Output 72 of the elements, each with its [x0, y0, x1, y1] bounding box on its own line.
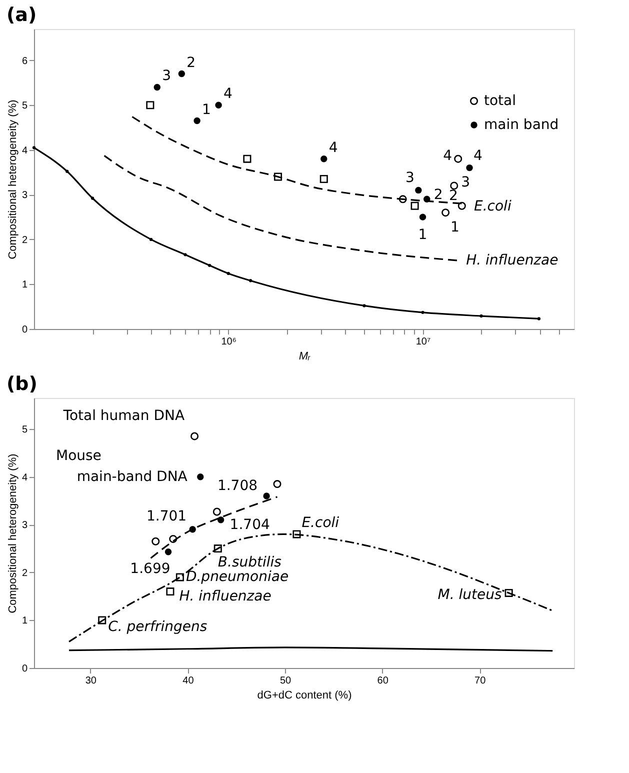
annotation: C. perfringens: [108, 619, 208, 636]
annotation: 2: [434, 187, 443, 204]
x-tick-label: 50: [280, 676, 292, 686]
annotation: 3: [405, 170, 414, 186]
annotation: 1.704: [230, 516, 270, 533]
x-tick-label: 30: [85, 676, 97, 686]
y-tick-label: 4: [22, 472, 28, 484]
annotation: 4: [328, 140, 338, 156]
y-tick-label: 2: [22, 234, 28, 246]
annotation: 4: [474, 148, 483, 164]
point: [197, 474, 204, 480]
annotation: Mouse: [56, 448, 102, 464]
x-tick-label: 60: [377, 676, 389, 686]
point: [292, 530, 301, 538]
y-tick-label: 0: [22, 664, 28, 674]
x-tick-label: 70: [474, 676, 486, 686]
x-tick-label: 40: [182, 676, 194, 686]
annotation: 3: [162, 68, 172, 84]
x-tick-label: 10⁶: [221, 336, 236, 348]
x-axis-title: dG+dC content (%): [257, 690, 352, 702]
point: [98, 616, 106, 624]
y-axis-title: Compositional heterogeneity (%): [6, 454, 19, 614]
annotation: M. luteus: [438, 586, 502, 603]
annotation: 1.708: [217, 478, 258, 494]
point: [190, 432, 199, 440]
point: [152, 537, 160, 546]
annotation: 2: [448, 188, 458, 204]
chart-title: (a): [6, 4, 37, 26]
point: [263, 492, 270, 500]
y-tick-label: 3: [22, 520, 28, 532]
y-tick-label: 1: [22, 280, 28, 291]
y-axis-title: Compositional heterogeneity (%): [6, 100, 19, 260]
annotation: D.pneumoniae: [186, 569, 289, 586]
annotation: 1: [202, 102, 211, 118]
point: [212, 508, 221, 516]
point: [164, 548, 172, 556]
chart-title: (b): [6, 373, 38, 395]
legend-label: main band: [484, 117, 559, 133]
annotation: Total human DNA: [62, 408, 185, 424]
annotation: 4: [224, 86, 233, 102]
y-tick-label: 2: [22, 568, 28, 579]
annotation: 2: [186, 54, 196, 71]
y-tick-label: 0: [22, 324, 28, 336]
y-tick-label: 6: [22, 56, 28, 67]
point: [169, 534, 178, 543]
annotation: H. influenzae: [466, 252, 558, 268]
annotation: 4: [443, 148, 452, 164]
annotation: main-band DNA: [76, 468, 188, 485]
annotation: 1: [450, 220, 460, 236]
x-axis-title: Mᵣ: [298, 350, 312, 362]
point: [217, 516, 224, 524]
y-tick-label: 3: [22, 190, 28, 202]
annotation: B.subtilis: [218, 554, 282, 571]
annotation: E.coli: [474, 198, 512, 215]
point: [504, 588, 513, 597]
legend-label: total: [484, 93, 516, 109]
annotation: H. influenzae: [179, 588, 272, 605]
point: [273, 480, 282, 488]
point: [166, 588, 174, 596]
y-tick-label: 5: [22, 100, 28, 112]
annotation: 1.701: [146, 508, 187, 524]
line-series: [68, 533, 554, 643]
point: [214, 544, 222, 553]
annotation: 1.699: [130, 560, 170, 577]
annotation: 3: [461, 174, 470, 191]
annotation: 1: [418, 227, 428, 244]
y-tick-label: 5: [22, 424, 28, 436]
y-tick-label: 1: [22, 616, 28, 627]
x-tick-label: 10⁷: [416, 336, 431, 348]
annotation: E.coli: [302, 515, 340, 532]
point: [176, 573, 184, 582]
y-tick-label: 4: [22, 145, 28, 156]
